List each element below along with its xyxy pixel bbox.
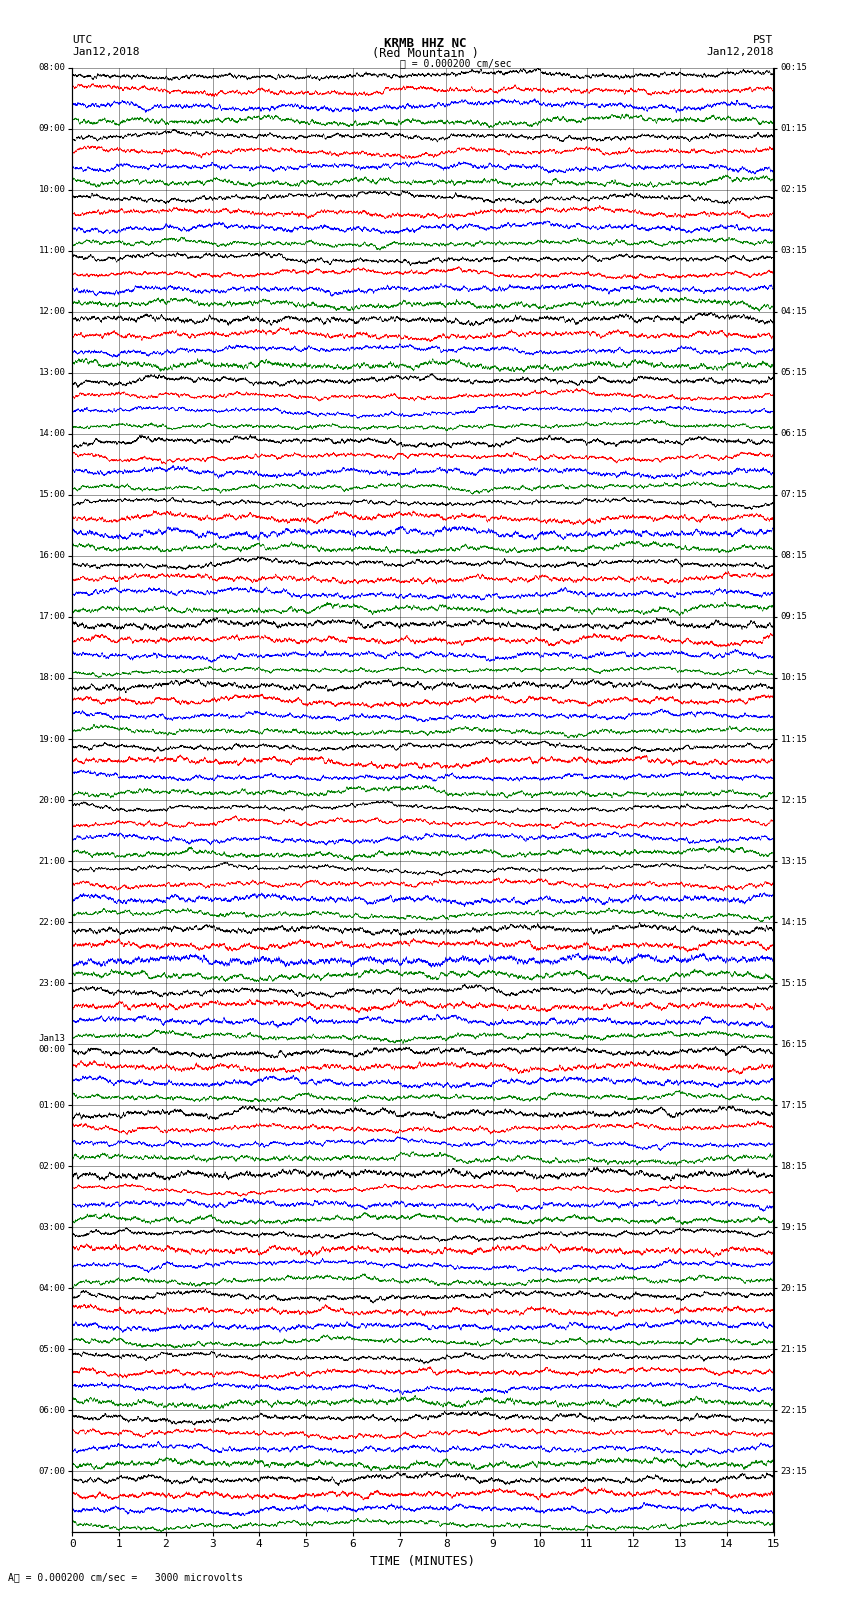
Text: A⎹ = 0.000200 cm/sec =   3000 microvolts: A⎹ = 0.000200 cm/sec = 3000 microvolts [8,1573,243,1582]
X-axis label: TIME (MINUTES): TIME (MINUTES) [371,1555,475,1568]
Text: Jan12,2018: Jan12,2018 [72,47,139,56]
Text: (Red Mountain ): (Red Mountain ) [371,47,479,60]
Text: PST: PST [753,35,774,45]
Text: KRMB HHZ NC: KRMB HHZ NC [383,37,467,50]
Text: Jan12,2018: Jan12,2018 [706,47,774,56]
Text: ⎹ = 0.000200 cm/sec: ⎹ = 0.000200 cm/sec [400,58,511,68]
Text: UTC: UTC [72,35,93,45]
